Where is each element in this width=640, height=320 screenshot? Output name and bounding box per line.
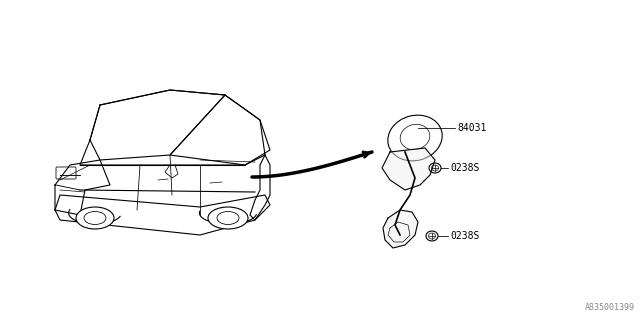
- FancyBboxPatch shape: [56, 167, 76, 179]
- Ellipse shape: [429, 233, 435, 239]
- Ellipse shape: [388, 115, 442, 161]
- Ellipse shape: [84, 212, 106, 225]
- Text: 84031: 84031: [457, 123, 486, 133]
- Text: 0238S: 0238S: [450, 231, 479, 241]
- Ellipse shape: [217, 212, 239, 225]
- Ellipse shape: [400, 124, 430, 150]
- Ellipse shape: [429, 163, 441, 173]
- Ellipse shape: [426, 231, 438, 241]
- Polygon shape: [382, 148, 435, 190]
- Text: A835001399: A835001399: [585, 303, 635, 312]
- Text: 0238S: 0238S: [450, 163, 479, 173]
- Ellipse shape: [208, 207, 248, 229]
- Ellipse shape: [76, 207, 114, 229]
- Ellipse shape: [431, 165, 438, 171]
- Polygon shape: [383, 210, 418, 248]
